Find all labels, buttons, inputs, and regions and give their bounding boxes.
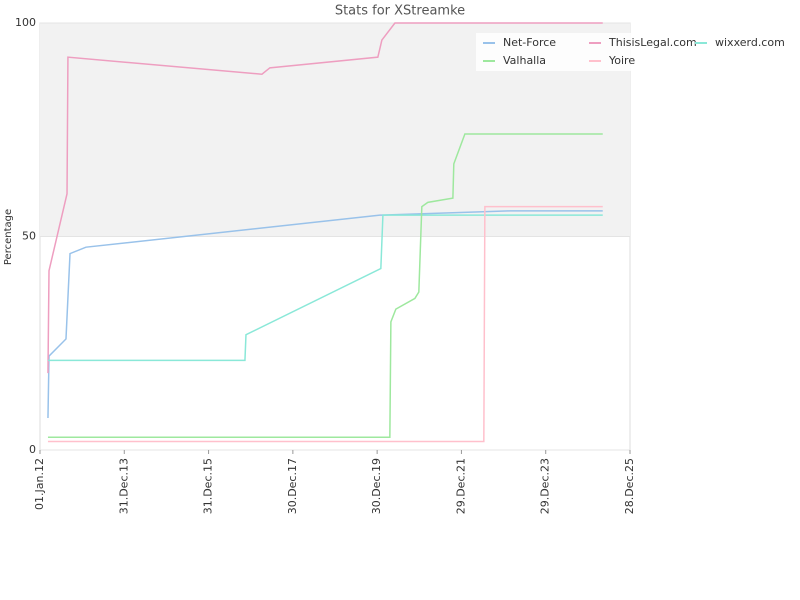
x-tick-label: 29.Dec.21 <box>454 458 467 514</box>
x-tick-label: 31.Dec.15 <box>202 458 215 514</box>
x-tick-label: 30.Dec.17 <box>286 458 299 514</box>
y-axis-label: Percentage <box>3 209 14 265</box>
legend-label: wixxerd.com <box>715 36 785 49</box>
legend-label: ThisisLegal.com <box>608 36 697 49</box>
legend-label: Yoire <box>608 54 635 67</box>
x-tick-label: 28.Dec.25 <box>623 458 636 514</box>
chart-title: Stats for XStreamke <box>335 4 465 19</box>
legend-label: Net-Force <box>503 36 556 49</box>
legend-label: Valhalla <box>503 54 546 67</box>
series-line <box>47 210 603 418</box>
x-tick-label: 30.Dec.19 <box>370 458 383 514</box>
y-tick-label: 0 <box>29 443 36 456</box>
y-tick-label: 100 <box>15 16 36 29</box>
series-line <box>47 214 603 362</box>
series-line <box>47 133 603 438</box>
x-tick-label: 01.Jan.12 <box>33 458 46 510</box>
series-line <box>47 22 603 374</box>
y-tick-label: 50 <box>22 230 36 243</box>
x-tick-label: 31.Dec.13 <box>117 458 130 514</box>
legend-box <box>476 33 786 71</box>
x-tick-label: 29.Dec.23 <box>539 458 552 514</box>
series-line <box>47 205 603 443</box>
